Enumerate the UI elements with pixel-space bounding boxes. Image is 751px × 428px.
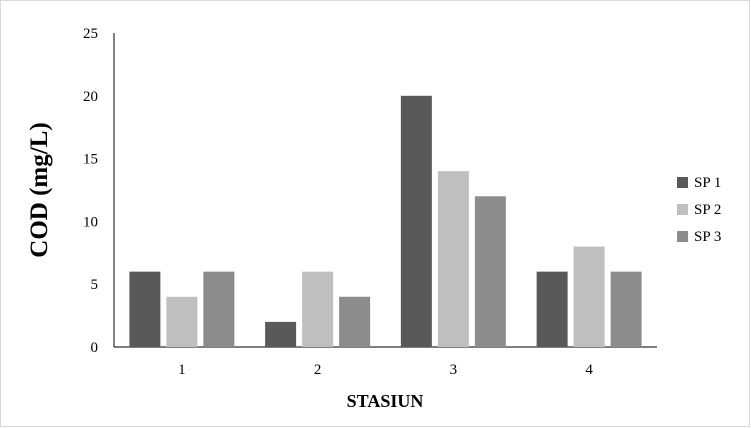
x-tick-label: 3 [450,362,458,378]
y-axis: 0 5 10 15 20 25 [83,26,115,356]
y-tick-label: 10 [83,214,98,230]
bar-sp-3 [610,271,642,347]
x-tick-label: 1 [178,362,186,378]
y-tick-label: 20 [83,89,98,105]
y-tick-label: 0 [91,340,99,356]
legend-swatch [677,231,688,242]
y-tick-label: 15 [83,152,98,168]
legend-item: SP 2 [677,202,721,218]
x-tick-labels: 1 2 3 4 [178,362,593,378]
y-tick-label: 25 [83,26,98,42]
bar-sp-2 [166,296,198,347]
bar-sp-3 [339,296,371,347]
legend-item: SP 1 [677,175,721,191]
legend-swatch [677,204,688,215]
legend-swatch [677,177,688,188]
bar-sp-2 [573,246,605,347]
bar-sp-1 [265,321,297,347]
y-tick-labels: 0 5 10 15 20 25 [83,26,98,356]
legend-label: SP 3 [694,229,721,245]
bar-sp-2 [302,271,334,347]
legend: SP 1 SP 2 SP 3 [677,175,721,245]
bar-sp-1 [129,271,161,347]
x-tick-label: 2 [314,362,322,378]
x-axis: 1 2 3 4 [114,346,657,378]
x-axis-title: STASIUN [347,391,424,411]
bar-sp-2 [437,171,469,347]
bar-sp-1 [536,271,568,347]
legend-item: SP 3 [677,229,721,245]
bar-sp-1 [400,95,432,347]
bar-sp-3 [474,196,506,347]
legend-label: SP 2 [694,202,721,218]
x-tick-label: 4 [585,362,593,378]
legend-label: SP 1 [694,175,721,191]
bar-sp-3 [203,271,235,347]
y-axis-title: COD (mg/L) [26,122,53,257]
bar-series [129,95,642,347]
y-tick-label: 5 [91,277,99,293]
